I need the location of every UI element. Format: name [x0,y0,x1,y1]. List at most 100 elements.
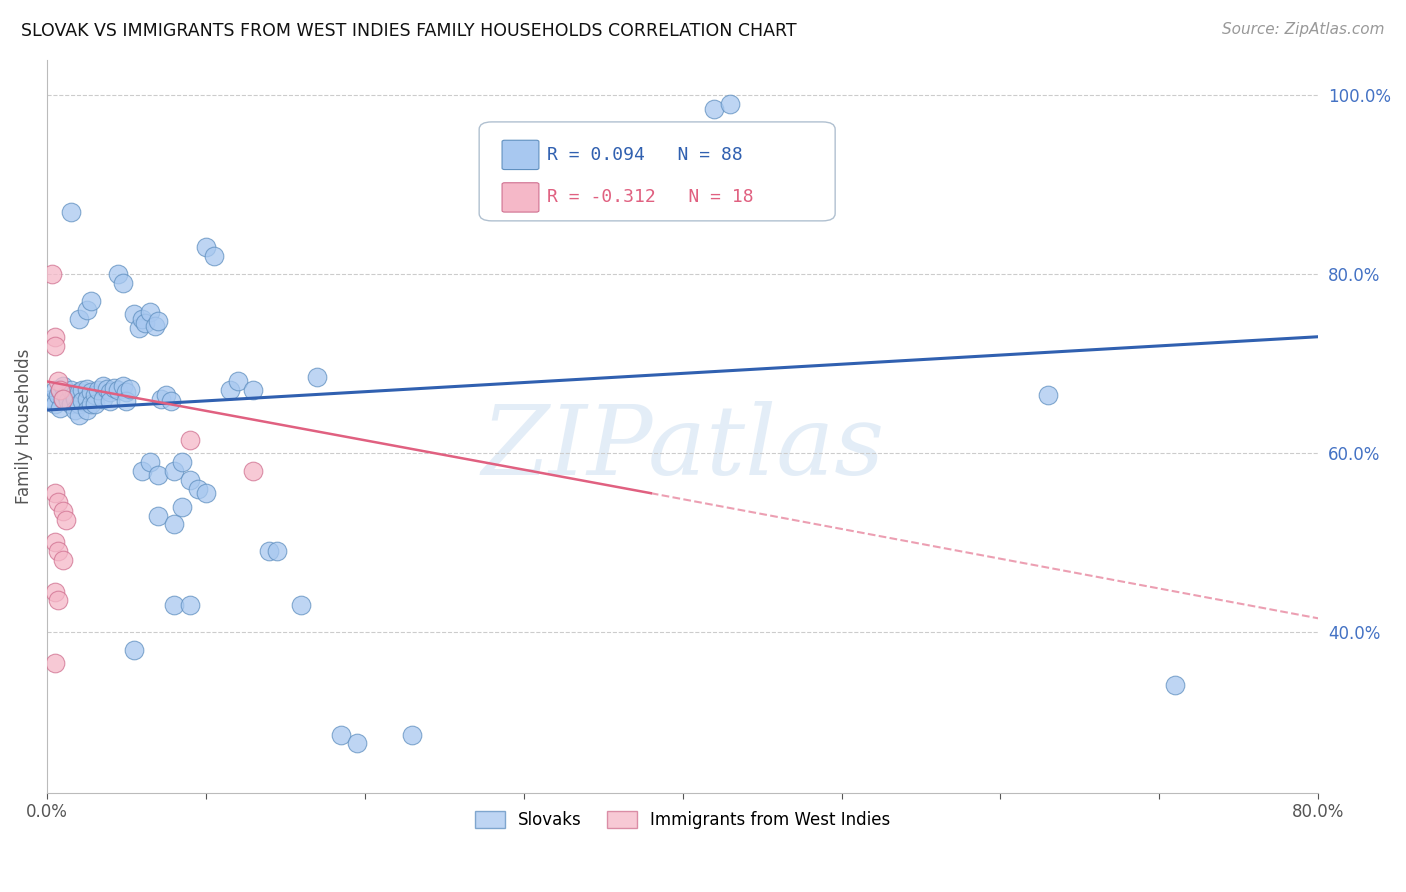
Point [170,455,193,469]
Point [307,370,329,384]
Point [112,379,135,393]
Point [65,403,87,417]
Point [155,388,177,402]
Point [115,394,138,409]
FancyBboxPatch shape [502,183,538,212]
Point [48,384,70,398]
Point [259,544,281,558]
FancyBboxPatch shape [479,122,835,221]
Point [67,385,90,400]
Text: SLOVAK VS IMMIGRANTS FROM WEST INDIES FAMILY HOUSEHOLDS CORRELATION CHART: SLOVAK VS IMMIGRANTS FROM WEST INDIES FA… [21,22,797,40]
Point [163,598,186,612]
Point [329,727,352,741]
Point [52,553,75,567]
Text: R = -0.312   N = 18: R = -0.312 N = 18 [547,188,754,206]
Point [44,656,66,670]
Point [100,394,122,409]
Point [76,382,98,396]
Point [96,382,118,396]
Point [41,392,63,407]
Text: R = 0.094   N = 88: R = 0.094 N = 88 [547,146,742,164]
Point [163,517,186,532]
Point [80,397,103,411]
Point [179,433,201,447]
Point [118,382,141,396]
Point [83,388,105,402]
Point [46,375,69,389]
Point [242,384,264,398]
Y-axis label: Family Households: Family Households [15,349,32,504]
Point [146,313,169,327]
Point [91,379,114,393]
Point [67,397,90,411]
Point [194,486,217,500]
Point [401,727,423,741]
Point [56,394,79,409]
Point [187,482,209,496]
Point [146,508,169,523]
Point [226,375,249,389]
Point [46,495,69,509]
Point [87,384,110,398]
Point [160,394,183,409]
Point [1036,388,1059,402]
Point [59,384,82,398]
Point [44,339,66,353]
Point [139,304,162,318]
Point [44,486,66,500]
Point [44,397,66,411]
Point [179,473,201,487]
Point [139,455,162,469]
Point [163,464,186,478]
Point [52,392,75,407]
Point [131,311,153,326]
Point [44,535,66,549]
Point [65,392,87,407]
Point [48,401,70,416]
Point [59,204,82,219]
Point [80,293,103,308]
Point [103,381,125,395]
Text: ZIPatlas: ZIPatlas [481,401,884,495]
Point [107,267,129,281]
Point [55,513,77,527]
Point [52,504,75,518]
Point [67,311,90,326]
Point [41,267,63,281]
Point [202,249,225,263]
Point [703,102,725,116]
Point [59,397,82,411]
Point [44,584,66,599]
Point [346,737,368,751]
Point [76,392,98,407]
Point [146,468,169,483]
Point [100,385,122,400]
Point [170,500,193,514]
Point [48,384,70,398]
Point [63,388,86,402]
Point [150,392,173,407]
Point [131,464,153,478]
Point [218,384,240,398]
Point [76,403,98,417]
Point [124,642,146,657]
Point [91,392,114,407]
Point [46,544,69,558]
Point [115,385,138,400]
Point [266,544,288,558]
Text: Source: ZipAtlas.com: Source: ZipAtlas.com [1222,22,1385,37]
Point [290,598,312,612]
Point [70,384,93,398]
Point [46,388,69,402]
Point [718,97,741,112]
Point [44,330,66,344]
Point [124,307,146,321]
Point [52,392,75,407]
Point [134,316,156,330]
Point [128,320,150,334]
Point [52,379,75,393]
Point [44,384,66,398]
Point [46,593,69,607]
Point [179,598,201,612]
Point [1164,678,1187,692]
